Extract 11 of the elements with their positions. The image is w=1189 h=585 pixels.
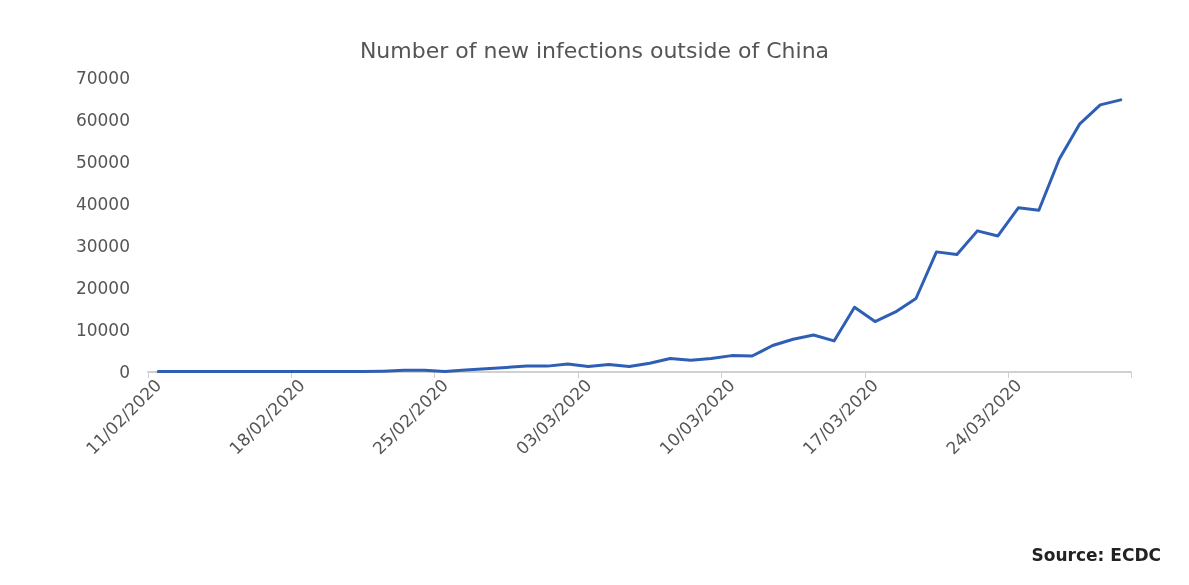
y-tick-label: 20000	[75, 278, 130, 298]
y-tick-label: 0	[119, 362, 130, 382]
y-tick-label: 50000	[75, 152, 130, 172]
y-tick-label: 10000	[75, 320, 130, 340]
y-tick-label: 70000	[75, 68, 130, 88]
y-tick-label: 40000	[75, 194, 130, 214]
source-note: Source: ECDC	[1031, 544, 1162, 565]
y-tick-label: 60000	[75, 110, 130, 130]
chart-title: Number of new infections outside of China	[359, 37, 830, 63]
line-series	[156, 98, 1123, 374]
y-tick-label: 30000	[75, 236, 130, 256]
